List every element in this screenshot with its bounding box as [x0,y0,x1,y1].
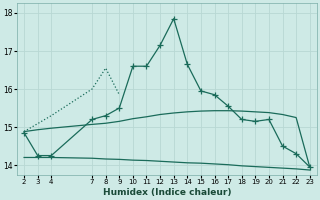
X-axis label: Humidex (Indice chaleur): Humidex (Indice chaleur) [103,188,231,197]
